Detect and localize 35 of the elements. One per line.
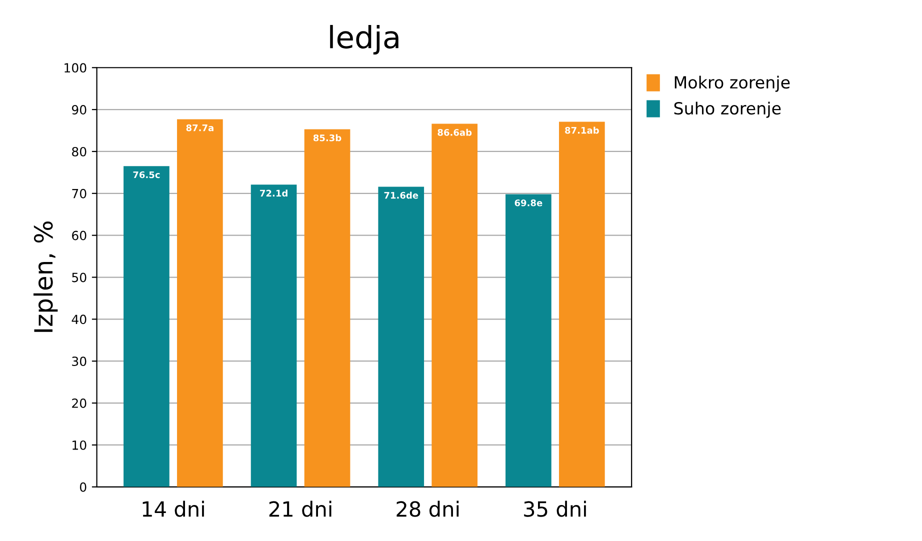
- y-tick-label: 0: [80, 482, 86, 492]
- y-tick-label: 50: [72, 272, 86, 282]
- x-tick-label: 35 dni: [524, 500, 586, 517]
- y-tick-label: 70: [72, 188, 86, 198]
- y-tick-label: 90: [72, 105, 86, 114]
- y-tick-label: 100: [64, 63, 86, 73]
- data-label: 72.1d: [260, 190, 288, 197]
- bar: [177, 119, 223, 487]
- y-tick-label: 30: [72, 356, 86, 366]
- data-label: 69.8e: [514, 199, 542, 206]
- y-axis-title: Izplen, %: [33, 222, 58, 332]
- bar: [304, 129, 350, 487]
- y-tick-label: 40: [72, 314, 86, 324]
- x-tick-label: 28 dni: [396, 500, 459, 517]
- y-tick-label: 80: [72, 146, 86, 156]
- bar: [558, 122, 605, 487]
- data-label: 85.3b: [313, 134, 342, 142]
- bar: [124, 166, 170, 487]
- legend-label: Mokro zorenje: [674, 76, 790, 92]
- bar: [506, 194, 552, 487]
- x-tick-label: 14 dni: [142, 500, 204, 517]
- data-label: 86.6ab: [438, 128, 472, 136]
- y-tick-label: 20: [72, 398, 86, 408]
- data-label: 71.6de: [384, 192, 418, 199]
- chart-title: ledja: [330, 24, 398, 55]
- legend-label: Suho zorenje: [674, 102, 781, 118]
- x-tick-label: 21 dni: [269, 500, 332, 517]
- data-label: 76.5c: [133, 171, 160, 178]
- data-label: 87.1ab: [565, 126, 599, 134]
- y-tick-label: 60: [72, 230, 86, 240]
- bar: [378, 186, 424, 487]
- bar: [250, 184, 297, 487]
- data-label: 87.7a: [186, 124, 214, 132]
- bar: [432, 124, 478, 487]
- y-tick-label: 10: [72, 440, 86, 450]
